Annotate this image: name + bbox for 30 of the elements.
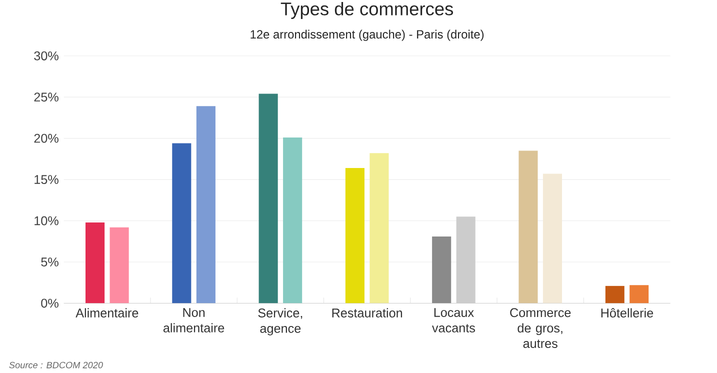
source-note: Source : BDCOM 2020: [9, 362, 103, 368]
x-tick-label: Alimentaire: [76, 308, 138, 318]
x-tick-label: Service, agence: [258, 308, 302, 336]
y-tick-label: 5%: [41, 258, 58, 266]
y-tick-label: 20%: [34, 134, 58, 143]
y-tick-label: 15%: [34, 175, 58, 184]
bar: [110, 227, 129, 304]
x-tick-label: Non alimentaire: [163, 308, 224, 332]
bar: [172, 143, 192, 304]
bar: [432, 236, 452, 304]
bar: [283, 137, 302, 304]
bar: [630, 285, 649, 304]
chart-subtitle: 12e arrondissement (gauche) - Paris (droite): [250, 30, 484, 41]
x-tick-label: Restauration: [332, 308, 402, 318]
bar: [370, 153, 389, 304]
bar: [345, 168, 364, 304]
bar: [605, 286, 624, 304]
y-tick-label: 25%: [34, 92, 58, 102]
bar: [258, 94, 278, 304]
bar: [196, 106, 216, 304]
bar: [518, 150, 538, 304]
x-tick-label: Hôtellerie: [601, 308, 654, 318]
x-tick-label: Locaux vacants: [432, 308, 475, 332]
y-tick-label: 0%: [41, 298, 58, 308]
bar: [542, 174, 562, 304]
bar: [86, 222, 105, 304]
y-tick-label: 30%: [34, 51, 58, 60]
y-tick-label: 10%: [34, 216, 58, 226]
chart-title: Types de commerces: [280, 2, 454, 19]
x-tick-label: Commerce de gros, autres: [510, 308, 571, 348]
